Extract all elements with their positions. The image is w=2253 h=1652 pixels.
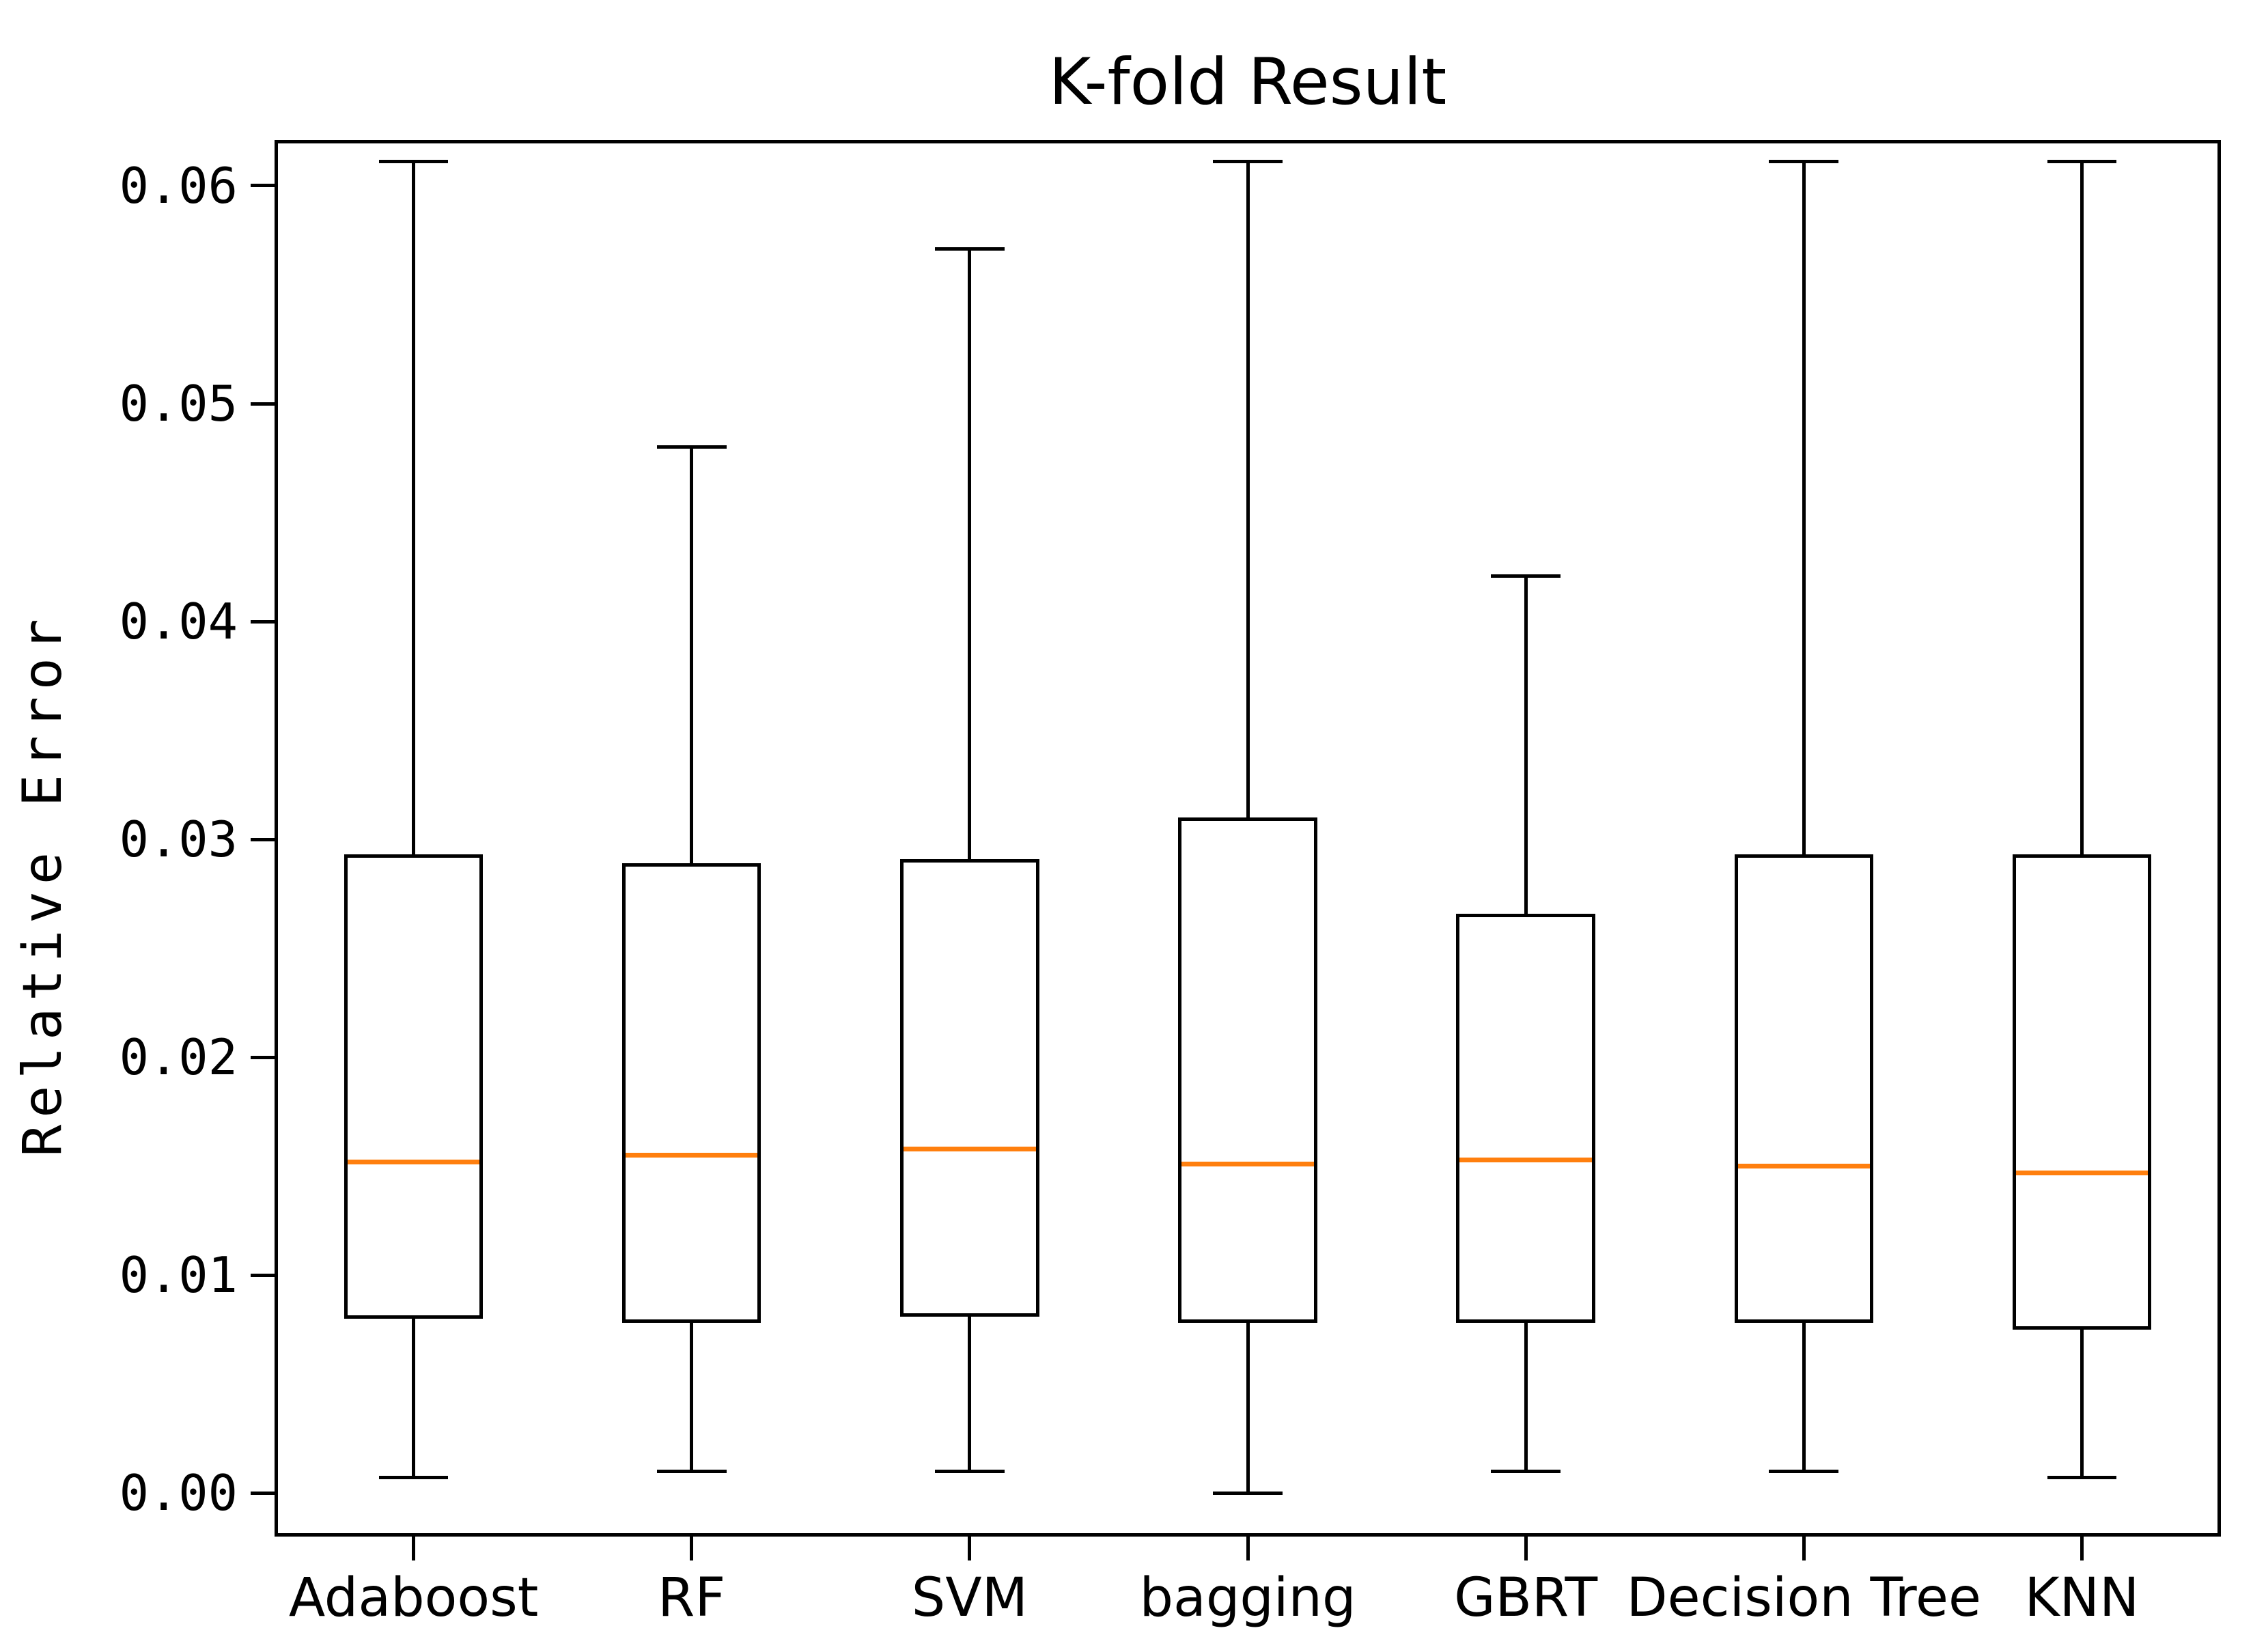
upper-whisker-gbrt (1524, 576, 1528, 914)
upper-whisker-svm (968, 249, 972, 859)
x-tick-label-bagging: bagging (1139, 1567, 1356, 1629)
box-decision-tree (1734, 854, 1874, 1324)
box-bagging (1178, 817, 1317, 1324)
upper-cap-gbrt (1491, 574, 1561, 578)
median-svm (904, 1146, 1036, 1151)
upper-whisker-bagging (1246, 161, 1250, 818)
lower-whisker-rf (690, 1323, 694, 1472)
y-tick-mark (251, 402, 275, 406)
upper-cap-svm (934, 247, 1005, 251)
x-tick-mark (1246, 1537, 1250, 1560)
median-knn (2015, 1170, 2149, 1175)
x-tick-mark (690, 1537, 694, 1560)
x-tick-mark (412, 1537, 416, 1560)
lower-cap-bagging (1213, 1491, 1283, 1495)
box-gbrt (1456, 913, 1595, 1324)
box-knn (2012, 854, 2152, 1330)
y-tick-mark (251, 619, 275, 624)
x-tick-label-svm: SVM (911, 1567, 1028, 1629)
lower-cap-adaboost (378, 1476, 449, 1480)
y-tick-label: 0.03 (119, 811, 238, 869)
lower-cap-svm (934, 1469, 1005, 1473)
upper-cap-adaboost (378, 160, 449, 164)
lower-whisker-adaboost (412, 1318, 416, 1478)
x-tick-label-rf: RF (658, 1567, 726, 1629)
chart-title: K-fold Result (1048, 45, 1447, 120)
y-tick-label: 0.06 (119, 156, 238, 214)
median-decision-tree (1737, 1164, 1871, 1169)
lower-whisker-svm (968, 1316, 972, 1472)
lower-cap-gbrt (1491, 1469, 1561, 1473)
y-tick-label: 0.01 (119, 1246, 238, 1304)
x-tick-label-adaboost: Adaboost (288, 1567, 539, 1629)
y-tick-label: 0.05 (119, 375, 238, 433)
lower-whisker-gbrt (1524, 1323, 1528, 1472)
x-tick-label-gbrt: GBRT (1454, 1567, 1598, 1629)
median-gbrt (1459, 1157, 1592, 1162)
lower-whisker-decision-tree (1802, 1323, 1806, 1472)
lower-cap-decision-tree (1769, 1469, 1839, 1473)
y-tick-label: 0.00 (119, 1464, 238, 1522)
upper-cap-decision-tree (1769, 160, 1839, 164)
x-tick-label-decision-tree: Decision Tree (1626, 1567, 1981, 1629)
lower-cap-rf (656, 1469, 727, 1473)
lower-cap-knn (2047, 1476, 2117, 1480)
x-tick-mark (2080, 1537, 2084, 1560)
upper-whisker-adaboost (412, 161, 416, 855)
upper-whisker-knn (2080, 161, 2084, 855)
y-tick-mark (251, 1055, 275, 1059)
box-rf (621, 863, 761, 1324)
x-tick-label-knn: KNN (2024, 1567, 2140, 1629)
y-tick-mark (251, 184, 275, 188)
median-rf (625, 1153, 758, 1158)
y-tick-mark (251, 1273, 275, 1277)
box-svm (900, 858, 1039, 1317)
y-tick-mark (251, 837, 275, 841)
x-tick-mark (968, 1537, 972, 1560)
upper-cap-knn (2047, 160, 2117, 164)
y-tick-label: 0.02 (119, 1028, 238, 1087)
y-tick-label: 0.04 (119, 593, 238, 651)
x-tick-mark (1524, 1537, 1528, 1560)
upper-whisker-rf (690, 447, 694, 864)
upper-cap-bagging (1213, 160, 1283, 164)
y-tick-mark (251, 1491, 275, 1495)
median-adaboost (347, 1159, 480, 1164)
lower-whisker-knn (2080, 1329, 2084, 1478)
box-adaboost (344, 854, 484, 1319)
upper-whisker-decision-tree (1802, 161, 1806, 855)
x-tick-mark (1802, 1537, 1806, 1560)
median-bagging (1181, 1161, 1314, 1166)
upper-cap-rf (656, 445, 727, 449)
lower-whisker-bagging (1246, 1323, 1250, 1494)
